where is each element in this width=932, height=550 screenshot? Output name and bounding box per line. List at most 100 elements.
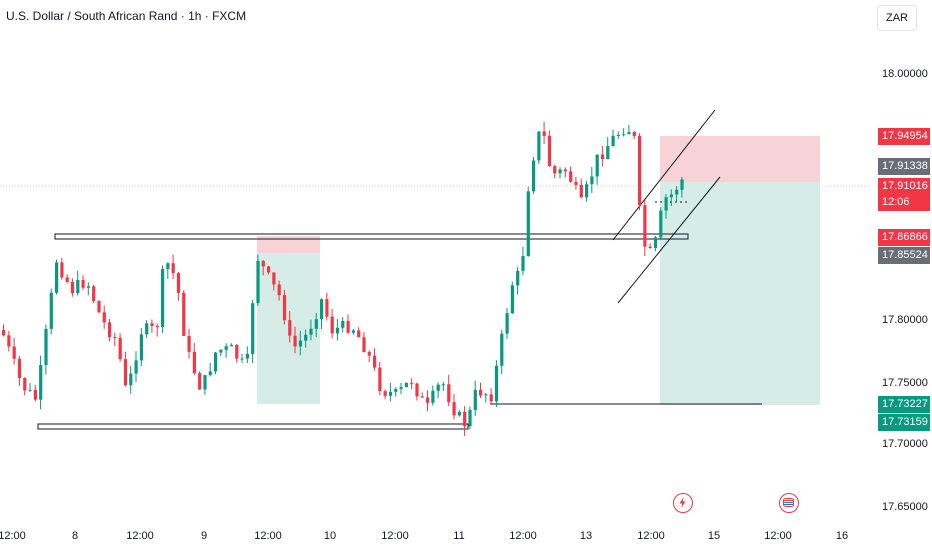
candle-body xyxy=(441,384,446,386)
time-axis-label: 12:00 xyxy=(764,530,792,542)
candle-body xyxy=(44,328,48,366)
time-axis-label: 8 xyxy=(71,530,79,542)
chart-title[interactable]: U.S. Dollar / South African Rand · 1h · … xyxy=(6,9,247,23)
candle-body xyxy=(187,335,191,352)
currency-button[interactable]: ZAR xyxy=(877,5,917,31)
channel-lower-line[interactable] xyxy=(617,176,721,304)
candle-body xyxy=(447,384,451,403)
candle-body xyxy=(182,292,186,336)
candle-body xyxy=(457,412,461,416)
candle-body xyxy=(410,382,414,384)
candle-body xyxy=(224,346,228,350)
candle-body xyxy=(394,388,398,392)
candle-body xyxy=(553,166,557,174)
candle-body xyxy=(632,132,636,136)
candle-body xyxy=(521,256,525,271)
support-level-box[interactable] xyxy=(37,423,469,430)
candle-body xyxy=(55,262,59,293)
time-axis-label: 12:00 xyxy=(0,530,26,542)
candle-body xyxy=(616,135,620,137)
candle-body xyxy=(388,391,393,396)
candle-body xyxy=(526,191,530,257)
candle-body xyxy=(547,135,552,167)
candle-body xyxy=(28,389,32,391)
candle-body xyxy=(585,184,589,198)
candle-body xyxy=(198,373,202,390)
candle-body xyxy=(92,286,96,302)
candle-body xyxy=(145,323,149,335)
entry-price-badge: 17.86866 xyxy=(878,229,930,246)
candle-body xyxy=(166,263,170,270)
candle-body xyxy=(426,397,430,403)
candle-body xyxy=(627,132,631,135)
stop-loss-zone[interactable] xyxy=(660,182,820,405)
candle-body xyxy=(277,284,281,296)
candle-body xyxy=(161,269,165,328)
candlestick-series xyxy=(2,121,684,436)
resistance-level-box[interactable] xyxy=(54,233,689,240)
candle-body xyxy=(600,154,605,160)
candle-body xyxy=(563,169,567,172)
candle-body xyxy=(134,360,138,374)
candle-body xyxy=(648,246,652,248)
candle-body xyxy=(362,337,366,353)
candle-body xyxy=(415,383,419,397)
candle-body xyxy=(23,377,27,391)
time-axis-label: 11 xyxy=(453,530,465,542)
lightning-icon[interactable] xyxy=(673,493,693,513)
time-axis-label: 10 xyxy=(323,530,337,542)
price-axis-label: 17.80000 xyxy=(882,314,928,326)
time-axis-label: 12:00 xyxy=(254,530,282,542)
candle-body xyxy=(272,272,276,285)
candle-body xyxy=(219,349,223,353)
candle-body xyxy=(203,375,207,390)
time-axis-label: 12:00 xyxy=(637,530,665,542)
candle-body xyxy=(346,320,350,333)
candle-body xyxy=(235,344,239,359)
candle-body xyxy=(70,281,75,294)
support-price-badge: 17.73227 xyxy=(878,396,930,413)
candle-body xyxy=(150,323,154,327)
candle-body xyxy=(341,320,345,328)
level-price-badge: 17.85524 xyxy=(878,247,930,264)
previous-target-zone xyxy=(257,236,320,253)
candle-body xyxy=(12,346,16,359)
candle-body xyxy=(653,237,658,248)
take-profit-zone[interactable] xyxy=(660,136,820,182)
price-axis-label: 17.65000 xyxy=(882,501,928,513)
candle-body xyxy=(378,367,382,392)
candle-body xyxy=(155,326,159,328)
time-axis-label: 13 xyxy=(579,530,593,542)
candle-body xyxy=(420,396,424,398)
candle-body xyxy=(65,277,69,282)
time-axis-label: 15 xyxy=(707,530,721,542)
time-axis-label: 12:00 xyxy=(126,530,154,542)
candle-body xyxy=(383,391,387,396)
candle-body xyxy=(129,373,133,386)
candle-body xyxy=(569,171,573,182)
candle-body xyxy=(659,210,663,238)
candle-body xyxy=(675,189,679,195)
candle-body xyxy=(314,319,318,329)
candle-body xyxy=(669,194,673,198)
candle-body xyxy=(192,351,196,374)
candle-body xyxy=(595,154,599,177)
price-axis-label: 17.70000 xyxy=(882,438,928,450)
candle-body xyxy=(558,169,562,174)
candle-body xyxy=(494,365,499,402)
support-price-badge: 17.73159 xyxy=(878,414,930,431)
candle-body xyxy=(367,352,371,356)
candle-body xyxy=(542,131,546,136)
channel-upper-line[interactable] xyxy=(612,109,716,241)
candle-body xyxy=(245,353,249,359)
calendar-flag-icon[interactable] xyxy=(779,493,799,513)
candle-body xyxy=(463,412,467,427)
candle-body xyxy=(680,179,684,190)
candle-body xyxy=(282,295,287,321)
candle-body xyxy=(108,322,112,338)
price-axis-label: 17.75000 xyxy=(882,377,928,389)
candle-body xyxy=(214,352,218,372)
candle-body xyxy=(256,260,260,304)
candle-body xyxy=(606,146,610,160)
